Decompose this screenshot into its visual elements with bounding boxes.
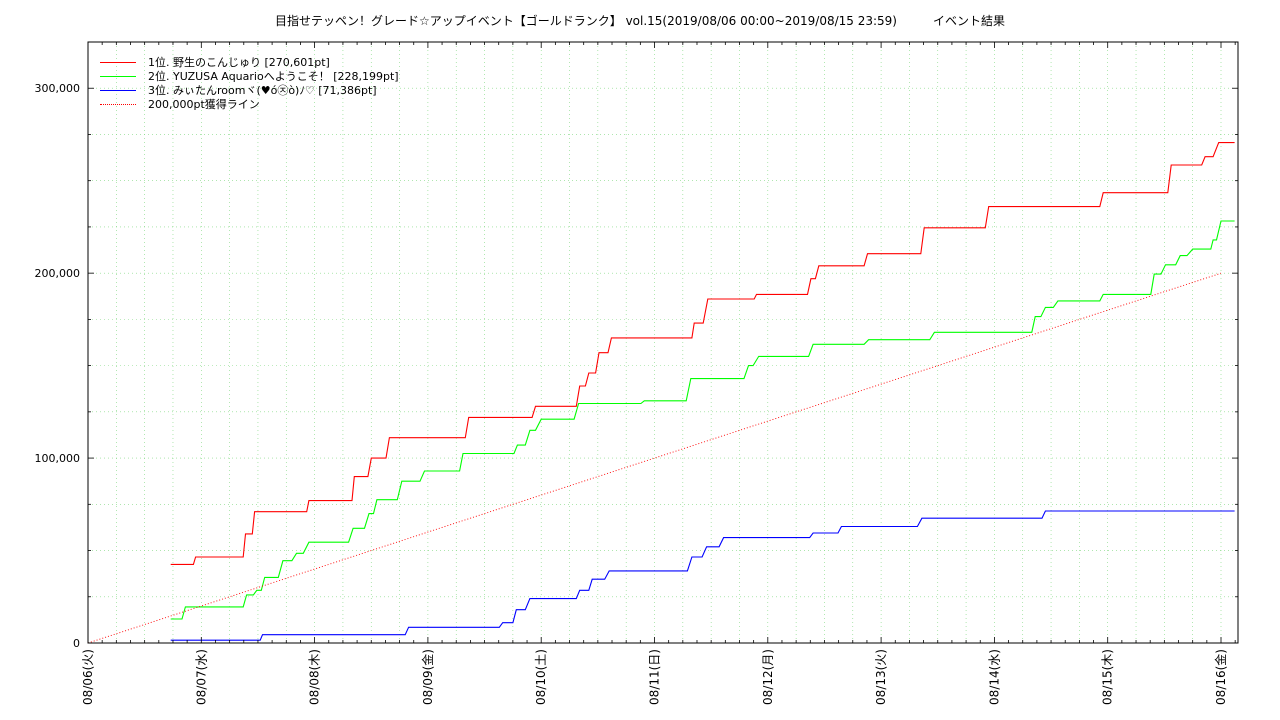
legend-label: 1位. 野生のこんじゅり [270,601pt] xyxy=(148,56,330,69)
x-tick-label: 08/06(火) xyxy=(81,649,95,705)
legend-swatch xyxy=(100,75,136,77)
legend-label: 3位. みぃたんroomヾ(♥ó㉨ò)ﾉ♡ [71,386pt] xyxy=(148,84,377,97)
x-tick-label: 08/11(日) xyxy=(648,649,662,705)
plot-series xyxy=(87,142,1235,644)
series-line-4 xyxy=(87,272,1222,644)
series-line-2 xyxy=(170,220,1235,620)
legend-entry: 1位. 野生のこんじゅり [270,601pt] xyxy=(100,55,399,69)
x-tick-label: 08/08(木) xyxy=(308,649,322,705)
y-tick-label: 0 xyxy=(73,637,80,650)
x-tick-label: 08/12(月) xyxy=(761,649,775,705)
legend-entry: 200,000pt獲得ライン xyxy=(100,97,399,111)
legend-swatch xyxy=(100,89,136,91)
legend-entry: 2位. YUZUSA Aquarioへようこそ！ [228,199pt] xyxy=(100,69,399,83)
axes: 08/06(火) 08/07(水) 08/08(木) 08/09(金) 08/10(土)… xyxy=(35,41,1239,705)
x-tick-label: 08/09(金) xyxy=(420,649,435,705)
legend: 1位. 野生のこんじゅり [270,601pt] 2位. YUZUSA Aquar… xyxy=(100,55,399,111)
grid xyxy=(88,42,1238,643)
chart-title: 目指せテッペン！グレード☆アップイベント【ゴールドランク】 vol.15(201… xyxy=(275,14,1005,28)
x-tick-label: 08/07(水) xyxy=(194,649,208,705)
x-tick-label: 08/15(木) xyxy=(1101,649,1115,705)
x-tick-label: 08/10(土) xyxy=(534,649,548,705)
legend-label: 2位. YUZUSA Aquarioへようこそ！ [228,199pt] xyxy=(148,70,399,83)
legend-swatch xyxy=(100,61,136,63)
plot-frame xyxy=(87,41,1239,644)
legend-label: 200,000pt獲得ライン xyxy=(148,98,260,111)
x-tick-label: 08/16(金) xyxy=(1213,649,1228,705)
x-tick-label: 08/13(火) xyxy=(874,649,888,705)
legend-entry: 3位. みぃたんroomヾ(♥ó㉨ò)ﾉ♡ [71,386pt] xyxy=(100,83,399,97)
series-line-3 xyxy=(170,510,1235,641)
legend-swatch xyxy=(100,103,136,105)
series-line-1 xyxy=(170,142,1235,565)
y-tick-label: 200,000 xyxy=(35,267,81,280)
x-tick-label: 08/14(水) xyxy=(987,649,1001,705)
y-tick-label: 300,000 xyxy=(35,82,81,95)
y-tick-label: 100,000 xyxy=(35,452,81,465)
